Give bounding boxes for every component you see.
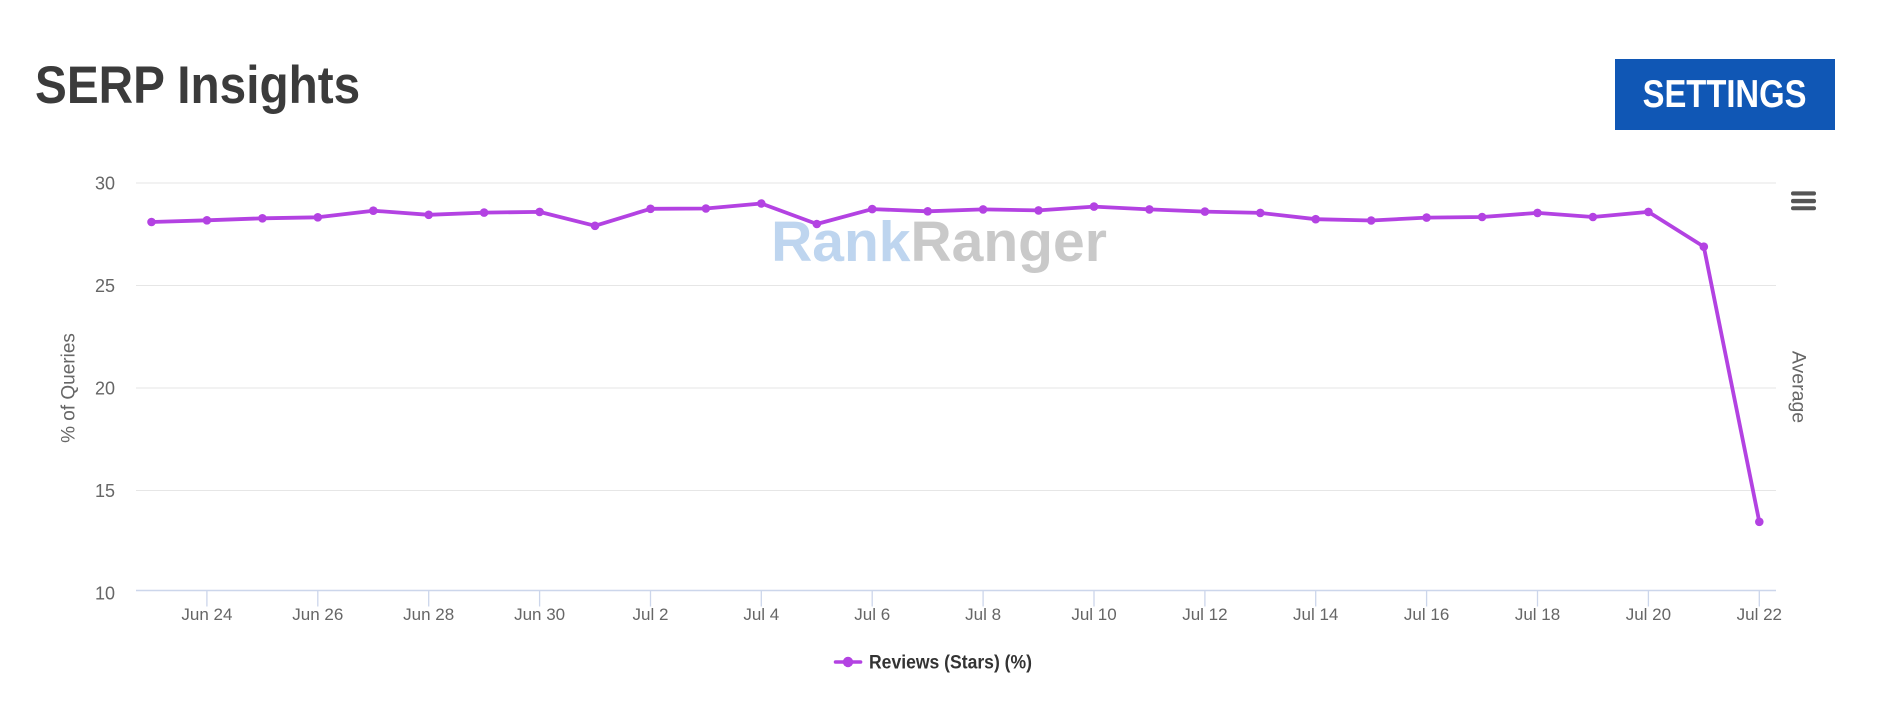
svg-text:20: 20 (95, 379, 115, 399)
svg-text:Jul 22: Jul 22 (1737, 605, 1782, 624)
svg-text:Jun 24: Jun 24 (181, 605, 232, 624)
svg-text:Jul 10: Jul 10 (1071, 605, 1116, 624)
svg-text:15: 15 (95, 481, 115, 501)
svg-text:Jun 30: Jun 30 (514, 605, 565, 624)
svg-text:10: 10 (95, 584, 115, 604)
svg-text:Jul 6: Jul 6 (854, 605, 890, 624)
svg-text:Jun 28: Jun 28 (403, 605, 454, 624)
svg-text:30: 30 (95, 174, 115, 194)
svg-text:Jun 26: Jun 26 (292, 605, 343, 624)
svg-text:Reviews (Stars) (%): Reviews (Stars) (%) (869, 653, 1032, 674)
svg-text:RankRanger: RankRanger (771, 210, 1107, 274)
svg-text:Jul 8: Jul 8 (965, 605, 1001, 624)
svg-text:Jul 12: Jul 12 (1182, 605, 1227, 624)
svg-text:Jul 4: Jul 4 (743, 605, 779, 624)
svg-text:Jul 14: Jul 14 (1293, 605, 1338, 624)
svg-text:25: 25 (95, 276, 115, 296)
svg-text:Jul 20: Jul 20 (1626, 605, 1671, 624)
svg-text:Jul 2: Jul 2 (633, 605, 669, 624)
svg-text:Average: Average (1788, 351, 1810, 423)
svg-text:Jul 18: Jul 18 (1515, 605, 1560, 624)
svg-text:Jul 16: Jul 16 (1404, 605, 1449, 624)
svg-text:% of Queries: % of Queries (59, 333, 80, 443)
